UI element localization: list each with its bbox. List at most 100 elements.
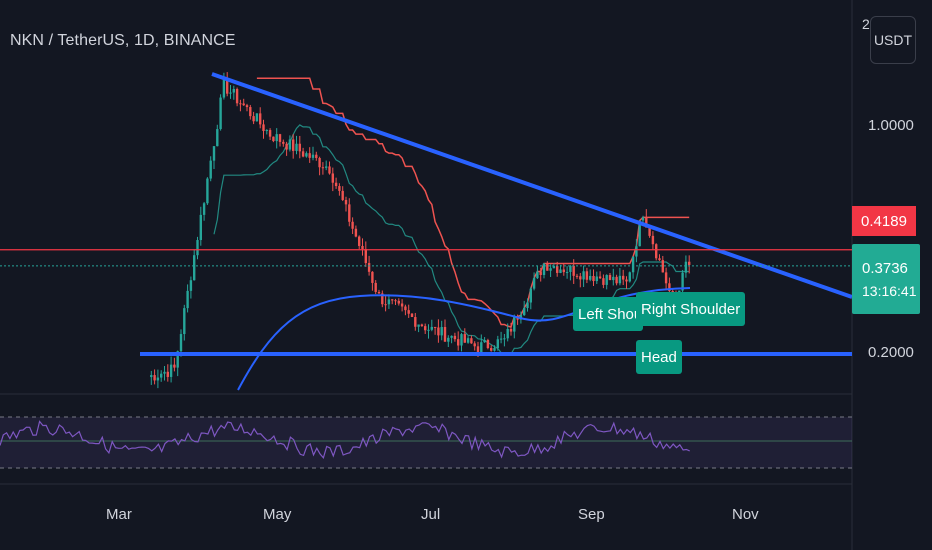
candle-body [569,265,572,272]
candle-body [440,327,443,336]
candle-body [318,158,321,168]
candle-body [179,334,183,352]
candle-body [582,271,585,280]
candle-body [631,256,635,273]
candle-body [509,329,513,332]
left-shoulder-label[interactable]: Left Shoulder [573,297,643,331]
descending-trendline [211,72,853,299]
candle-body [153,375,156,381]
candle-body [325,166,328,168]
resistance-price-label: 0.4189 [852,206,916,236]
candle-body [417,324,420,327]
candle-body [199,214,202,241]
head-label[interactable]: Head [636,340,682,374]
candle-body [255,113,259,122]
candle-body [655,244,658,259]
candle-body [536,271,539,279]
candle-body [575,275,579,277]
candle-body [206,178,209,204]
candle-body [635,246,638,257]
current-price-label: 0.3736 13:16:41 [852,244,920,314]
candle-body [513,316,516,332]
candle-body [397,300,400,304]
candle-body [473,343,476,347]
x-tick-label: Sep [578,506,605,523]
candle-body [249,107,252,117]
candle-body [641,217,645,221]
candle-body [612,276,615,281]
candle-body [480,342,483,353]
candle-body [272,136,275,142]
candle-body [358,236,361,246]
candle-body [470,338,473,344]
candle-body [526,302,529,309]
candle-body [160,373,163,378]
candle-body [664,272,668,284]
candle-body [476,346,480,353]
candle-body [354,228,358,237]
candle-body [618,275,622,284]
rsi-band [0,417,852,468]
candle-body [605,275,608,285]
candle-body [176,351,179,368]
candle-body [235,89,239,104]
candle-body [450,335,453,338]
candle-body [331,173,334,183]
candle-body [645,217,648,228]
candle-body [493,347,496,351]
candle-body [173,364,176,368]
candle-body [245,105,249,108]
candle-body [638,220,641,247]
candle-body [506,329,509,339]
candle-body [252,116,255,122]
candle-body [344,199,348,205]
candle-body [394,300,397,302]
candle-body [404,306,407,311]
candle-body [384,304,387,306]
candle-body [420,324,424,327]
candle-body [268,130,272,137]
candle-body [169,364,173,377]
candle-body [361,245,364,250]
x-tick-label: Mar [106,506,132,523]
candle-body [212,146,216,161]
candle-body [546,263,549,271]
bar-countdown: 13:16:41 [862,282,917,299]
right-shoulder-label[interactable]: Right Shoulder [636,292,746,326]
candle-body [301,151,305,157]
candle-body [166,371,169,377]
candle-body [549,268,552,271]
candle-body [196,240,199,256]
currency-unit-button[interactable]: USDT [870,16,916,64]
log-scale-label: 2 [862,16,870,32]
candle-body [592,275,595,282]
candle-body [351,221,354,229]
candle-body [348,204,351,222]
candle-body [305,153,308,157]
candle-body [282,141,285,144]
candle-body [311,154,315,158]
candle-body [556,266,559,273]
candle-body [532,278,536,289]
candle-body [374,282,377,292]
candle-body [381,293,384,305]
candle-body [371,271,374,283]
candle-body [229,92,232,94]
rsi [0,420,690,460]
candle-body [186,290,189,309]
candle-body [315,154,318,159]
candle-body [585,271,589,280]
candle-body [377,291,381,294]
candle-body [595,276,598,282]
candle-body [447,337,450,342]
current-price-value: 0.3736 [862,259,908,277]
candle-body [219,97,222,130]
candle-body [328,166,331,174]
candle-body [457,339,460,346]
candle-body [562,269,565,273]
candle-body [433,326,437,328]
candle-body [424,326,427,331]
candle-body [367,263,371,272]
